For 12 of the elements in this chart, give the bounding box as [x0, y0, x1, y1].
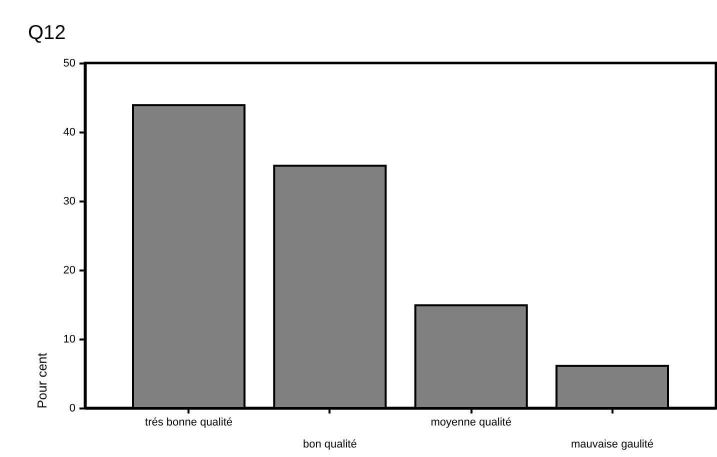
x-tick-label: bon qualité: [303, 438, 357, 450]
x-tick-label: mauvaise gaulité: [570, 438, 654, 450]
y-tick-label: 40: [63, 126, 76, 138]
y-axis-title: Pour cent: [34, 352, 50, 408]
y-tick-label: 50: [63, 58, 76, 70]
y-tick-label: 20: [63, 264, 76, 276]
chart-title: Q12: [28, 22, 66, 44]
y-tick-label: 0: [69, 402, 76, 414]
y-tick-label: 30: [63, 196, 76, 208]
x-tick-label: trés bonne qualité: [145, 416, 232, 428]
y-tick-label: 10: [63, 334, 76, 346]
x-tick-label: moyenne qualité: [430, 416, 512, 428]
